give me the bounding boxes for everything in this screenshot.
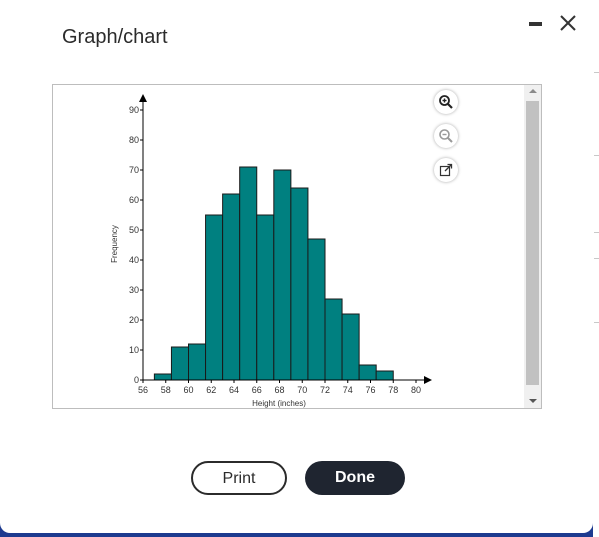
y-tick-label: 20 <box>129 315 139 325</box>
zoom-in-button[interactable] <box>434 90 458 114</box>
popout-icon <box>439 163 453 177</box>
x-tick-label: 66 <box>252 385 262 395</box>
histogram-bar <box>205 214 224 381</box>
histogram-bars <box>153 166 394 381</box>
chart-scrollbar[interactable] <box>524 85 541 408</box>
popout-button[interactable] <box>434 158 458 182</box>
histogram-bar <box>256 214 275 381</box>
x-tick-label: 64 <box>229 385 239 395</box>
y-tick-label: 80 <box>129 135 139 145</box>
x-tick-label: 70 <box>297 385 307 395</box>
y-axis-arrow-icon <box>139 94 147 102</box>
histogram-bar <box>153 373 172 381</box>
histogram-bar <box>307 238 326 381</box>
x-tick-label: 72 <box>320 385 330 395</box>
y-tick-label: 70 <box>129 165 139 175</box>
x-axis-label: Height (inches) <box>252 399 306 408</box>
y-axis-label: Frequency <box>110 225 119 263</box>
histogram-bar <box>341 313 360 381</box>
scroll-down-arrow-icon[interactable] <box>524 394 541 408</box>
edge-mark <box>594 232 599 233</box>
y-tick-label: 60 <box>129 195 139 205</box>
x-tick-label: 74 <box>343 385 353 395</box>
done-button[interactable]: Done <box>305 461 405 495</box>
histogram-bar <box>358 364 377 381</box>
histogram-bar <box>222 193 241 381</box>
x-tick-label: 78 <box>388 385 398 395</box>
print-button[interactable]: Print <box>191 461 287 495</box>
x-tick-label: 60 <box>183 385 193 395</box>
x-tick-label: 56 <box>138 385 148 395</box>
dialog-title: Graph/chart <box>62 26 168 48</box>
y-tick-label: 0 <box>134 375 139 385</box>
close-button[interactable] <box>557 12 579 34</box>
y-tick-label: 40 <box>129 255 139 265</box>
edge-mark <box>594 155 599 156</box>
edge-mark <box>594 258 599 259</box>
zoom-out-button[interactable] <box>434 124 458 148</box>
histogram-bar <box>239 166 258 381</box>
y-tick-label: 10 <box>129 345 139 355</box>
chart-ticks: 56 58 60 62 64 66 68 70 72 74 76 78 80 0 10 20 30 40 50 60 7… <box>129 105 421 395</box>
minimize-button[interactable] <box>529 21 543 27</box>
background-page-edge <box>593 0 599 537</box>
x-tick-label: 62 <box>206 385 216 395</box>
histogram-bar <box>170 346 189 381</box>
histogram-bar <box>290 187 309 381</box>
edge-mark <box>594 72 599 73</box>
edge-mark <box>594 322 599 323</box>
y-tick-label: 50 <box>129 225 139 235</box>
chart-axes <box>139 94 432 384</box>
scroll-up-arrow-icon[interactable] <box>524 85 541 99</box>
x-tick-label: 68 <box>274 385 284 395</box>
zoom-out-icon <box>439 129 453 143</box>
x-tick-label: 80 <box>411 385 421 395</box>
y-tick-label: 90 <box>129 105 139 115</box>
x-tick-label: 58 <box>161 385 171 395</box>
histogram-bar <box>375 370 394 381</box>
histogram-bar <box>188 343 207 381</box>
histogram-bar <box>273 169 292 381</box>
scrollbar-thumb[interactable] <box>526 101 539 385</box>
x-axis-arrow-icon <box>424 376 432 384</box>
x-tick-label: 76 <box>365 385 375 395</box>
zoom-in-icon <box>439 95 453 109</box>
histogram-bar <box>324 298 343 381</box>
close-icon <box>560 15 576 31</box>
y-tick-label: 30 <box>129 285 139 295</box>
